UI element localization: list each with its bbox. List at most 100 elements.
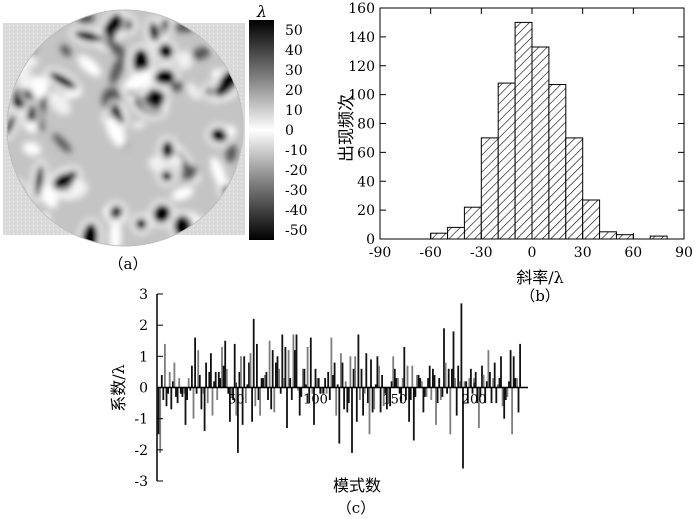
histogram-x-tick-label: -90 xyxy=(369,245,392,261)
colorbar-tick-label: -50 xyxy=(285,223,308,239)
coefficient-bar xyxy=(517,387,520,413)
coefficient-bar xyxy=(384,387,387,394)
colorbar-tick-label: 40 xyxy=(285,43,303,59)
coefficient-bar xyxy=(468,378,471,388)
coefficient-bar xyxy=(229,387,231,422)
coefficient-bar xyxy=(303,368,306,388)
coefficient-bar xyxy=(267,387,269,400)
coefficient-bar xyxy=(376,356,379,388)
coefficient-bar xyxy=(263,375,266,388)
coefficient-bar xyxy=(443,328,445,388)
coefficient-y-tick-label: -2 xyxy=(134,443,148,459)
coefficient-y-tick-label: -1 xyxy=(134,412,148,428)
coefficient-bar xyxy=(460,303,463,388)
colorbar-tick-label: -40 xyxy=(285,203,308,219)
coefficient-bar xyxy=(208,371,211,388)
panel-b-caption: （b） xyxy=(520,287,560,305)
coefficient-bar xyxy=(273,387,276,413)
coefficient-bar xyxy=(373,387,376,410)
coefficient-bar xyxy=(416,375,418,388)
coefficient-bar xyxy=(397,378,399,388)
histogram-bar xyxy=(514,21,533,240)
coefficient-bar xyxy=(463,381,466,388)
coefficient-bar xyxy=(243,356,246,388)
coefficient-bar xyxy=(357,334,360,388)
histogram-y-tick-label: 160 xyxy=(348,1,375,17)
histogram-y-tick-label: 100 xyxy=(348,88,375,104)
coefficient-bar xyxy=(425,387,428,397)
colorbar-tick-label: 10 xyxy=(285,103,303,119)
coefficient-bar xyxy=(286,387,288,428)
coefficient-bar xyxy=(278,368,280,388)
coefficient-bar xyxy=(164,343,166,388)
histogram-bar xyxy=(463,206,482,240)
panel-c: -3 -2 -1 0 1 2 3 50 100 150 200 模式数 （c） 系数/λ xyxy=(109,287,528,517)
coefficient-bar xyxy=(343,387,345,410)
coefficient-bar xyxy=(395,378,398,388)
coefficient-bar xyxy=(213,381,215,388)
coefficient-bar xyxy=(392,356,395,388)
panel-b: 0 20 40 60 80 100 120 140 160 -90 -60 -30 0 30 60 90 斜率… xyxy=(337,1,693,305)
colorbar-ticks: 50 40 30 20 10 0 -10 -20 -30 -40 -50 xyxy=(285,23,308,239)
coefficient-bar xyxy=(514,378,517,388)
coefficient-bar xyxy=(360,368,363,388)
panel-a: λ 50 40 30 20 10 0 -10 -20 -30 -40 -50 （a） xyxy=(3,2,308,273)
colorbar xyxy=(249,20,274,240)
coefficient-bar xyxy=(365,353,368,388)
coefficient-y-tick-label: 2 xyxy=(139,318,148,334)
panel-c-caption: （c） xyxy=(337,499,375,517)
coefficient-bar xyxy=(511,387,513,435)
histogram-y-tick-label: 120 xyxy=(348,59,375,75)
coefficient-bar xyxy=(211,387,214,416)
coefficient-bar xyxy=(235,387,238,416)
coefficient-bar xyxy=(241,387,244,425)
coefficient-bar xyxy=(379,387,382,413)
coefficient-bar xyxy=(298,387,301,416)
coefficient-x-tick-label: 100 xyxy=(303,393,328,408)
coefficient-bar xyxy=(482,375,485,388)
coefficient-bar xyxy=(466,387,469,404)
coefficient-bar xyxy=(354,356,357,388)
coefficient-bar xyxy=(390,381,393,388)
coefficient-y-tick-label: 1 xyxy=(139,349,148,365)
coefficient-bar xyxy=(268,340,271,388)
colorbar-tick-label: 0 xyxy=(285,123,294,139)
coefficient-bar xyxy=(195,387,198,394)
coefficient-bar xyxy=(162,387,165,400)
colorbar-tick-label: -20 xyxy=(285,163,308,179)
coefficient-bar xyxy=(417,375,420,388)
coefficient-x-tick-label: 200 xyxy=(462,393,487,408)
coefficient-bar xyxy=(435,387,437,425)
coefficient-bar xyxy=(225,368,228,388)
coefficient-bar xyxy=(344,381,347,388)
coefficient-bar xyxy=(476,387,479,404)
coefficient-bar xyxy=(279,387,282,394)
aperture-outline xyxy=(6,9,244,247)
coefficient-bar xyxy=(424,387,426,397)
histogram-bar xyxy=(615,234,634,240)
coefficient-bar xyxy=(432,368,434,388)
coefficient-bar xyxy=(336,384,339,388)
coefficient-bar xyxy=(405,387,407,400)
coefficient-bar xyxy=(248,362,250,388)
coefficient-bar xyxy=(368,387,371,435)
coefficient-bar xyxy=(438,378,441,388)
coefficient-bar xyxy=(254,387,257,407)
coefficient-bar xyxy=(506,387,509,397)
coefficient-bar xyxy=(412,387,415,441)
coefficient-bar xyxy=(352,368,355,388)
coefficient-bar xyxy=(332,375,334,388)
coefficient-bar xyxy=(427,378,429,388)
coefficient-bar xyxy=(240,356,242,388)
coefficient-bar xyxy=(194,337,196,388)
coefficient-bar xyxy=(436,387,439,404)
coefficient-bar xyxy=(411,365,414,388)
coefficient-bar xyxy=(214,371,217,388)
coefficient-bar xyxy=(202,387,204,394)
coefficient-bar xyxy=(347,387,350,404)
coefficient-bar xyxy=(256,343,258,388)
coefficient-bar xyxy=(495,387,498,404)
histogram-plot: 0 20 40 60 80 100 120 140 160 -90 -60 -30 0 30 60 90 xyxy=(348,1,693,261)
coefficient-bar xyxy=(512,356,515,388)
colorbar-unit-label: λ xyxy=(256,2,267,21)
